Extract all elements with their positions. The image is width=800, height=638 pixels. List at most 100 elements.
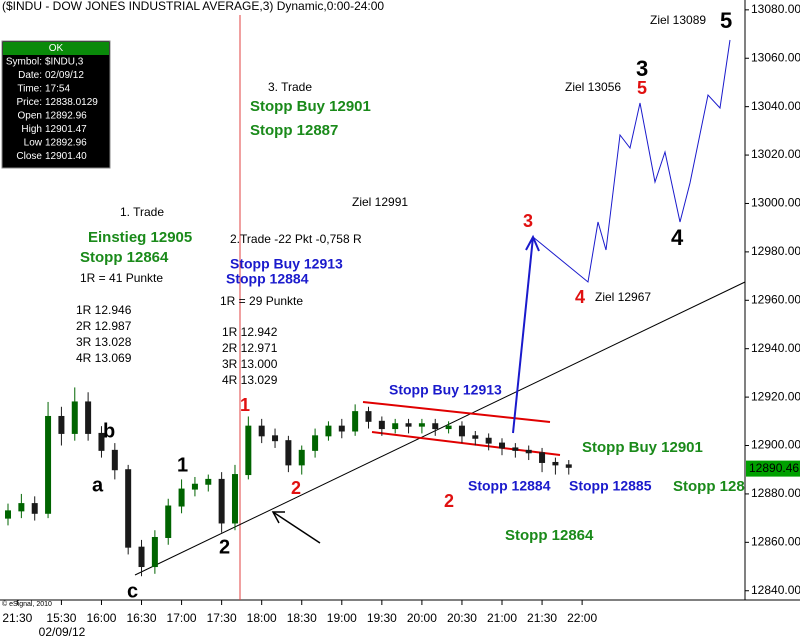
- candle-body: [499, 442, 506, 449]
- annotation: 3: [523, 211, 533, 231]
- info-value: 12901.40: [45, 151, 87, 162]
- annotation: 5: [637, 78, 647, 98]
- candle-body: [472, 435, 479, 439]
- candle-body: [445, 425, 452, 430]
- candle-body: [85, 401, 92, 434]
- info-value: 17:54: [45, 84, 70, 95]
- info-value: 12901.47: [45, 124, 87, 135]
- candle-body: [552, 461, 559, 466]
- channel-upper: [362, 401, 551, 423]
- candle-body: [258, 425, 265, 437]
- x-tick-label: 20:30: [447, 611, 477, 625]
- annotation: Ziel 12967: [595, 290, 651, 304]
- candle-body: [58, 415, 65, 434]
- info-label: Time:: [17, 84, 42, 95]
- x-tick-label: 21:30: [527, 611, 557, 625]
- annotation: 1: [177, 454, 188, 476]
- candle-body: [231, 474, 238, 524]
- x-tick-label: 18:00: [247, 611, 277, 625]
- info-value: $INDU,3: [45, 57, 84, 68]
- y-tick-label: 13000.00: [751, 196, 800, 210]
- annotation: 1: [240, 395, 250, 415]
- candle-body: [5, 510, 12, 519]
- candle-body: [565, 464, 572, 468]
- candle-body: [31, 503, 38, 514]
- annotation: 2R 12.971: [222, 341, 278, 355]
- y-tick-label: 12980.00: [751, 244, 800, 258]
- annotation: Stopp 12864: [505, 527, 594, 544]
- y-tick-label: 13020.00: [751, 147, 800, 161]
- candle-body: [272, 435, 279, 442]
- info-value: 12838.0129: [45, 97, 98, 108]
- info-label: Low: [24, 138, 43, 149]
- info-status-bg: [3, 42, 109, 55]
- annotation: Stopp 128: [673, 478, 745, 495]
- x-tick-label: 16:00: [86, 611, 116, 625]
- credit: © eSignal, 2010: [2, 600, 52, 608]
- candle-body: [338, 425, 345, 432]
- candle-body: [71, 401, 78, 434]
- annotation: 4: [575, 287, 585, 307]
- candle-body: [205, 478, 212, 485]
- candle-body: [111, 449, 118, 471]
- info-value: 12892.96: [45, 138, 87, 149]
- annotation: Einstieg 12905: [88, 229, 192, 246]
- x-tick-label: 15:30: [46, 611, 76, 625]
- candle-body: [485, 437, 492, 444]
- chart-title: ($INDU - DOW JONES INDUSTRIAL AVERAGE,3)…: [2, 0, 384, 13]
- candle-body: [125, 469, 132, 548]
- candle-body: [539, 452, 546, 463]
- y-tick-label: 12920.00: [751, 389, 800, 403]
- annotation: 2: [444, 491, 454, 511]
- date-label: 02/09/12: [39, 625, 86, 638]
- x-tick-label: 19:30: [367, 611, 397, 625]
- candle-body: [45, 415, 52, 514]
- annotation: Stopp 12887: [250, 122, 338, 139]
- annotation: Stopp Buy 12913: [230, 256, 343, 272]
- info-value: 12892.96: [45, 111, 87, 122]
- x-tick-label: 21:00: [487, 611, 517, 625]
- info-status: OK: [49, 43, 64, 54]
- x-tick-label: 22:00: [567, 611, 597, 625]
- y-tick-label: 12840.00: [751, 583, 800, 597]
- pointer-arrow: [272, 511, 321, 544]
- info-label: Symbol:: [6, 57, 42, 68]
- last-price-label: 12890.46: [749, 461, 799, 475]
- candle-body: [98, 432, 105, 451]
- candle-body: [512, 447, 519, 451]
- x-tick-label: 17:00: [167, 611, 197, 625]
- info-label: Date:: [18, 70, 42, 81]
- annotation: 1R = 41 Punkte: [80, 271, 163, 285]
- y-tick-label: 13040.00: [751, 99, 800, 113]
- candle-body: [378, 420, 385, 430]
- info-label: High: [21, 124, 42, 135]
- info-label: Price:: [16, 97, 42, 108]
- projection-path: [532, 39, 731, 283]
- candle-body: [191, 483, 198, 490]
- annotation: 2.Trade -22 Pkt -0,758 R: [230, 232, 362, 246]
- annotation: Ziel 13089: [650, 13, 706, 27]
- annotation: 5: [720, 8, 732, 33]
- candle-body: [432, 423, 439, 430]
- candle-body: [298, 449, 305, 466]
- info-label: Open: [18, 111, 42, 122]
- candle-body: [525, 449, 532, 454]
- candle-body: [405, 423, 412, 427]
- candle-body: [352, 411, 359, 432]
- candle-body: [325, 425, 332, 437]
- y-tick-label: 12960.00: [751, 292, 800, 306]
- info-label: Close: [16, 151, 42, 162]
- y-tick-label: 12900.00: [751, 438, 800, 452]
- x-tick-label: 21:30: [2, 611, 32, 625]
- candle-body: [18, 503, 25, 512]
- annotation: 1R 12.946: [76, 303, 132, 317]
- candle-body: [365, 411, 372, 422]
- candle-body: [392, 423, 399, 430]
- annotation: 2: [291, 478, 301, 498]
- annotation: 3R 13.000: [222, 357, 278, 371]
- annotation: 1R = 29 Punkte: [220, 294, 303, 308]
- candle-body: [165, 505, 172, 538]
- y-tick-label: 13060.00: [751, 50, 800, 64]
